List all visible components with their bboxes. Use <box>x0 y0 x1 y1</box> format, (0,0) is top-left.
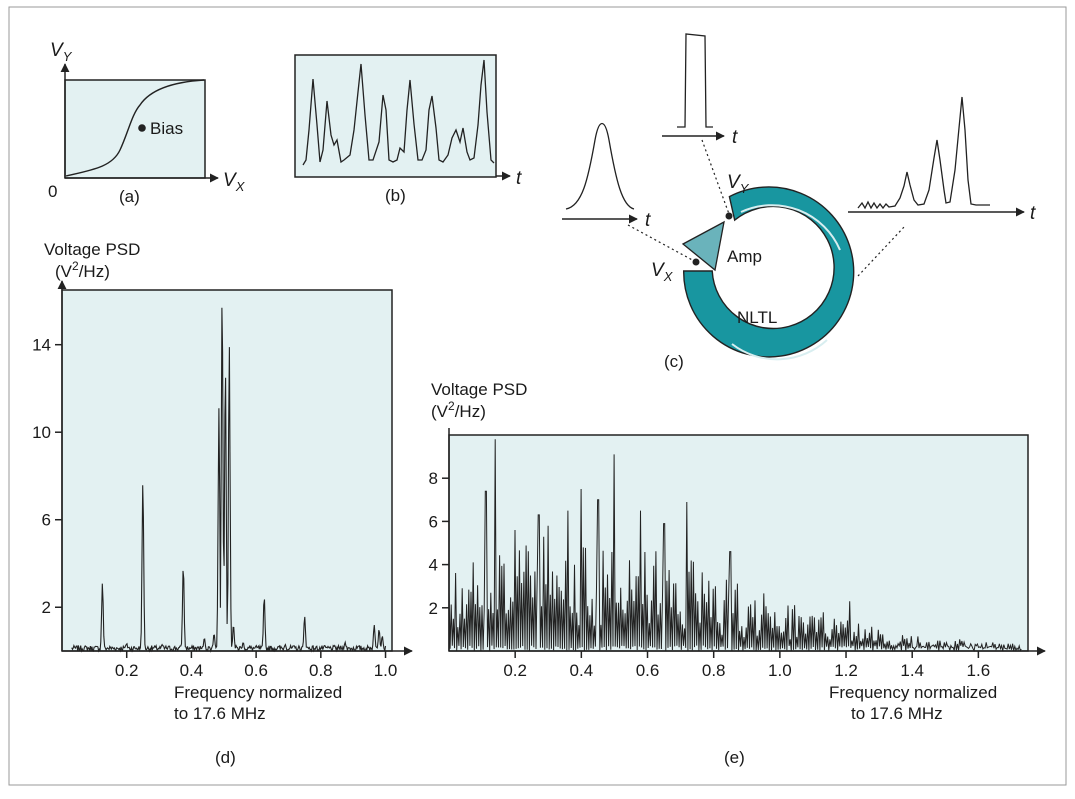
x-tick-label: 0.8 <box>702 661 726 680</box>
amp-label: Amp <box>727 247 762 266</box>
panel-b-t-label: t <box>516 168 522 189</box>
vy-label: VY <box>727 172 750 196</box>
x-tick-label: 1.6 <box>967 661 991 680</box>
y-tick-label: 14 <box>32 336 51 355</box>
bias-point <box>138 124 146 132</box>
panel-c-output-pulses <box>857 96 990 210</box>
nltl-ring <box>682 186 855 358</box>
panel-a-y-label: VY <box>50 40 73 64</box>
panel-d-psd-trace <box>71 307 387 653</box>
panel-d-y-label-line2: (V2/Hz) <box>55 259 110 281</box>
panel-e-y-label-line2: (V2/Hz) <box>431 399 486 421</box>
x-tick-label: 0.6 <box>244 661 268 680</box>
panel-d-y-label-line1: Voltage PSD <box>44 240 140 259</box>
panel-b: t (b) <box>294 54 522 205</box>
panel-e-caption: (e) <box>724 748 745 767</box>
x-tick-label: 0.6 <box>636 661 660 680</box>
x-tick-label: 1.0 <box>374 661 398 680</box>
vx-label: VX <box>651 260 674 284</box>
y-tick-label: 2 <box>429 599 438 618</box>
vx-node <box>692 258 700 266</box>
amplifier-triangle <box>681 220 725 272</box>
x-tick-label: 0.8 <box>309 661 333 680</box>
x-tick-label: 1.4 <box>900 661 924 680</box>
panel-a-x-label: VX <box>223 170 246 194</box>
panel-d: 2 6 10 14 0.2 0.4 0.6 0.8 1.0 Voltage PSD (V2/H… <box>32 240 413 767</box>
panel-a-transfer-curve <box>65 79 205 177</box>
x-tick-label: 0.4 <box>570 661 594 680</box>
panel-a-caption: (a) <box>119 187 140 206</box>
panel-c-input-t-label: t <box>645 210 651 231</box>
panel-c-pulse-t-label: t <box>732 127 738 148</box>
panel-a-origin-label: 0 <box>48 182 57 201</box>
nltl-label: NLTL <box>737 308 777 327</box>
panel-e: 2 4 6 8 0.2 0.4 0.6 0.8 1.0 1.2 1.4 1.6 Voltage PS… <box>429 380 1046 767</box>
y-tick-label: 10 <box>32 423 51 442</box>
panel-e-x-ticks: 0.2 0.4 0.6 0.8 1.0 1.2 1.4 1.6 <box>503 651 990 680</box>
panel-d-caption: (d) <box>215 748 236 767</box>
vy-node <box>725 212 733 220</box>
x-tick-label: 0.4 <box>180 661 204 680</box>
x-tick-label: 0.2 <box>115 661 139 680</box>
y-tick-label: 2 <box>42 598 51 617</box>
leader-pulse <box>701 139 730 215</box>
panel-c: t t t VY VX Amp NLTL (c) <box>562 33 1036 371</box>
panel-a-plot-area <box>64 79 206 179</box>
bias-label: Bias <box>150 119 183 138</box>
panel-c-output-t-label: t <box>1030 203 1036 224</box>
x-tick-label: 1.2 <box>834 661 858 680</box>
panel-e-x-label-line2: to 17.6 MHz <box>851 704 943 723</box>
panel-d-x-ticks: 0.2 0.4 0.6 0.8 1.0 <box>115 651 397 680</box>
panel-d-y-ticks: 2 6 10 14 <box>32 336 62 617</box>
panel-c-caption: (c) <box>664 352 684 371</box>
y-tick-label: 6 <box>42 511 51 530</box>
panel-d-x-label-line1: Frequency normalized <box>174 683 342 702</box>
y-tick-label: 8 <box>429 469 438 488</box>
panel-b-caption: (b) <box>385 186 406 205</box>
panel-d-x-label-line2: to 17.6 MHz <box>174 704 266 723</box>
panel-c-square-pulse <box>677 33 713 128</box>
y-tick-label: 6 <box>429 512 438 531</box>
panel-b-waveform <box>302 59 495 166</box>
panel-e-x-label-line1: Frequency normalized <box>829 683 997 702</box>
leader-output <box>857 225 906 277</box>
panel-e-y-label-line1: Voltage PSD <box>431 380 527 399</box>
x-tick-label: 1.0 <box>768 661 792 680</box>
panel-e-y-ticks: 2 4 6 8 <box>429 469 449 618</box>
panel-e-psd-trace <box>448 439 1022 653</box>
y-tick-label: 4 <box>429 556 438 575</box>
x-tick-label: 0.2 <box>503 661 527 680</box>
nltl-ring-highlight-bottom <box>731 339 828 361</box>
panel-a: Bias VY VX 0 (a) <box>48 40 246 206</box>
nltl-ring-highlight-top <box>740 204 841 251</box>
panel-c-input-pulse <box>565 122 635 210</box>
